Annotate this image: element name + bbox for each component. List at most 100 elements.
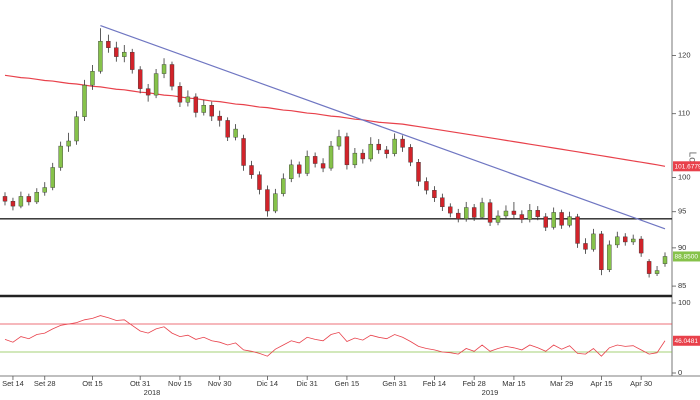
x-tick-label: Apr 30 [630, 379, 652, 388]
candle-body [106, 40, 111, 48]
candle-body [312, 156, 318, 164]
y-tick-label: 90 [678, 243, 686, 252]
candle-body [464, 207, 469, 219]
candle-body [185, 96, 191, 103]
candle-body [591, 233, 596, 250]
candle-body [233, 128, 238, 138]
x-tick-label: Dic 31 [297, 379, 318, 388]
candle-body [297, 164, 302, 174]
candle-body [376, 143, 381, 151]
candle-body [34, 192, 40, 203]
x-tick-label: Nov 15 [168, 379, 192, 388]
candle-body [527, 210, 533, 220]
x-tick-label: Feb 14 [423, 379, 446, 388]
x-tick-label: Apr 15 [590, 379, 612, 388]
candle-body [137, 69, 143, 89]
year-label: 2018 [144, 388, 161, 397]
rsi-tick-label: 100 [678, 298, 691, 307]
candle-body [551, 212, 556, 228]
candle-body [98, 40, 103, 72]
candle-body [304, 156, 310, 174]
candle-body [654, 270, 660, 274]
x-tick-label: Dic 14 [257, 379, 278, 388]
candle-body [153, 73, 159, 96]
rsi-line [4, 315, 666, 357]
candle-body [456, 212, 461, 219]
y-tick-label: 95 [678, 207, 686, 216]
candle-body [448, 206, 453, 214]
x-tick-label: Gen 31 [382, 379, 407, 388]
x-tick-label: Set 28 [34, 379, 56, 388]
ma-last-box [673, 161, 700, 172]
x-tick-label: Gen 15 [335, 379, 360, 388]
candle-body [249, 165, 254, 175]
candle-body [169, 64, 175, 87]
candle-body [281, 178, 286, 194]
x-tick-label: Ott 31 [130, 379, 150, 388]
candle-body [638, 238, 644, 254]
candle-body [368, 143, 373, 160]
candle-body [615, 236, 620, 246]
candle-body [201, 105, 206, 113]
candle-body [42, 187, 47, 193]
candle-body [495, 215, 501, 223]
y-tick-label: 120 [678, 51, 691, 60]
candle-body [241, 138, 246, 166]
candle-body [225, 120, 230, 138]
candle-body [328, 145, 334, 169]
candle-body [630, 238, 636, 243]
candle-body [122, 51, 127, 57]
candle-body [320, 163, 326, 169]
candle-body [90, 71, 95, 86]
candle-body [599, 233, 604, 270]
candle-body [82, 84, 87, 117]
candle-body [424, 181, 429, 191]
candle-body [257, 174, 262, 190]
candle-body [50, 167, 55, 188]
candle-body [416, 162, 421, 182]
candle-body [58, 145, 63, 168]
candle-body [583, 243, 588, 250]
candle-body [26, 196, 32, 203]
candle-body [519, 214, 525, 220]
candle-body [114, 47, 119, 57]
candle-body [130, 51, 135, 70]
candle-body [392, 138, 397, 154]
candle-body [74, 116, 79, 142]
candle-body [543, 216, 548, 228]
candle-body [177, 86, 183, 103]
x-tick-label: Set 14 [2, 379, 24, 388]
rsi-tick-label: 0 [678, 368, 682, 377]
candle-body [289, 164, 294, 179]
candle-body [161, 64, 167, 74]
candle-body [623, 236, 628, 243]
candle-body [193, 96, 199, 113]
candle-body [575, 216, 580, 244]
x-tick-label: Mar 15 [502, 379, 525, 388]
rsi-last-label: 46.0481 [675, 338, 699, 345]
candle-body [559, 212, 564, 226]
moving-average [4, 74, 666, 167]
candle-body [145, 88, 151, 96]
candle-body [511, 210, 517, 215]
candle-body [607, 244, 612, 270]
y-tick-label: 110 [678, 109, 690, 118]
candle-body [440, 197, 445, 208]
candle-body [352, 152, 358, 166]
candle-body [344, 136, 350, 166]
candle-body [217, 115, 222, 121]
candle-body [479, 202, 485, 218]
ma-last-label: 101.6779 [675, 164, 700, 171]
scale-label: Log [686, 152, 697, 169]
candle-body [273, 193, 278, 212]
x-tick-label: Mar 29 [550, 379, 573, 388]
candle-body [360, 152, 366, 160]
candle-body [265, 189, 270, 212]
x-tick-label: Nov 30 [208, 379, 232, 388]
rsi-last-box [673, 335, 700, 346]
y-tick-label: 100 [678, 172, 691, 181]
x-tick-label: Ott 15 [82, 379, 102, 388]
candle-body [471, 207, 477, 218]
candle-body [662, 256, 668, 264]
